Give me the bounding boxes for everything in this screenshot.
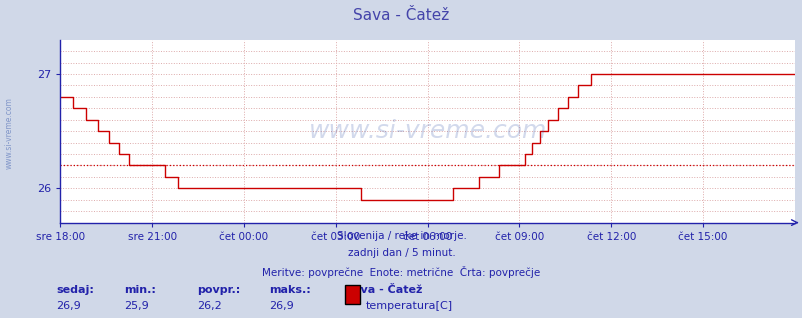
Text: 26,9: 26,9 (269, 301, 294, 310)
Text: 26,2: 26,2 (196, 301, 221, 310)
Text: Sava - Čatež: Sava - Čatež (345, 285, 422, 294)
Text: 25,9: 25,9 (124, 301, 149, 310)
Text: www.si-vreme.com: www.si-vreme.com (5, 98, 14, 169)
Text: Meritve: povprečne  Enote: metrične  Črta: povprečje: Meritve: povprečne Enote: metrične Črta:… (262, 266, 540, 278)
Text: 26,9: 26,9 (56, 301, 81, 310)
Text: povpr.:: povpr.: (196, 285, 240, 294)
Text: Sava - Čatež: Sava - Čatež (353, 8, 449, 23)
Text: sedaj:: sedaj: (56, 285, 94, 294)
Text: zadnji dan / 5 minut.: zadnji dan / 5 minut. (347, 248, 455, 258)
Text: Slovenija / reke in morje.: Slovenija / reke in morje. (336, 231, 466, 240)
Text: temperatura[C]: temperatura[C] (366, 301, 452, 310)
Text: min.:: min.: (124, 285, 156, 294)
Text: maks.:: maks.: (269, 285, 310, 294)
Text: www.si-vreme.com: www.si-vreme.com (308, 119, 546, 143)
